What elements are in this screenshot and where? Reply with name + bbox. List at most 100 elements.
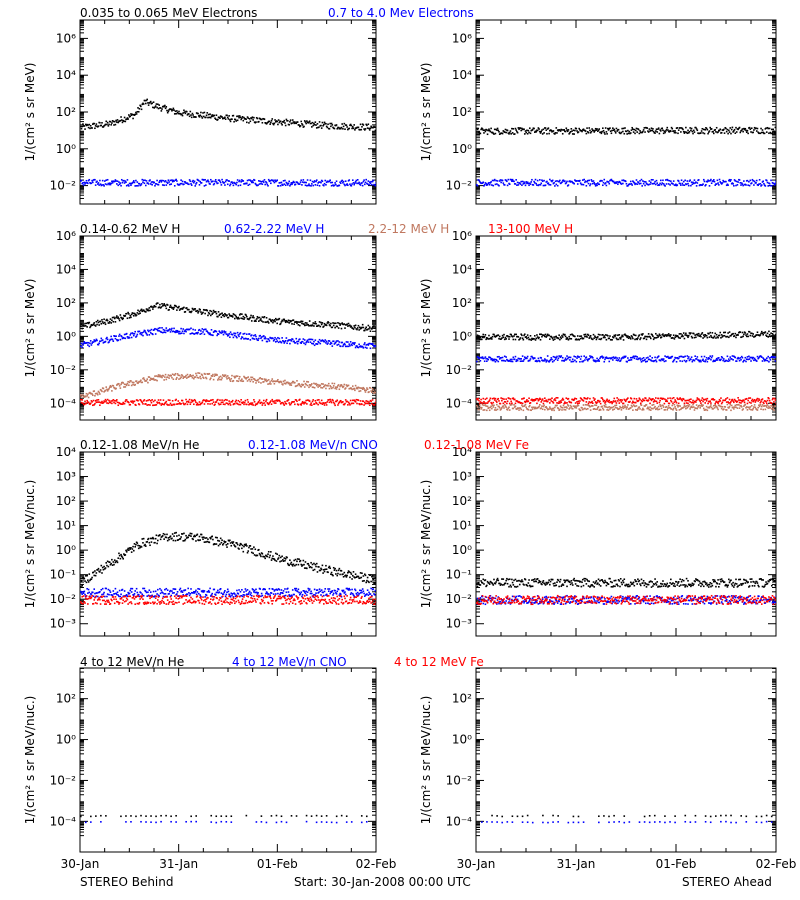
data-point xyxy=(498,358,501,360)
data-point xyxy=(710,336,713,339)
data-point xyxy=(497,129,500,132)
data-point xyxy=(734,180,737,182)
data-point xyxy=(128,384,130,387)
data-point xyxy=(598,360,601,362)
data-point xyxy=(235,120,238,122)
data-point xyxy=(351,125,354,128)
data-point xyxy=(515,360,517,363)
data-point xyxy=(531,178,533,181)
data-point xyxy=(341,322,343,324)
data-point xyxy=(500,181,502,184)
data-point xyxy=(106,183,108,186)
data-point xyxy=(587,131,590,134)
data-point xyxy=(554,133,556,135)
data-point xyxy=(657,355,660,358)
data-point xyxy=(144,179,146,182)
data-point xyxy=(611,339,613,341)
data-point xyxy=(156,401,158,403)
data-point xyxy=(305,341,307,344)
data-point xyxy=(228,115,230,117)
data-point xyxy=(579,337,582,340)
data-point xyxy=(695,185,698,187)
data-point xyxy=(542,128,545,131)
data-point xyxy=(710,356,713,359)
data-point xyxy=(573,355,575,358)
data-point xyxy=(579,335,581,338)
data-point xyxy=(132,334,135,337)
data-point xyxy=(654,359,657,361)
data-point xyxy=(128,313,130,315)
data-point xyxy=(373,325,375,327)
data-point xyxy=(705,359,707,361)
data-point xyxy=(169,179,172,182)
data-point xyxy=(215,330,218,333)
data-point xyxy=(347,384,350,387)
data-point xyxy=(156,328,158,331)
data-point xyxy=(566,129,568,131)
data-point xyxy=(656,131,659,133)
data-point xyxy=(203,185,206,187)
data-point xyxy=(93,403,96,406)
data-point xyxy=(311,180,314,183)
data-point xyxy=(165,184,168,186)
data-point xyxy=(688,180,691,182)
data-point xyxy=(531,356,534,359)
data-point xyxy=(139,333,141,335)
data-point xyxy=(767,127,770,130)
data-point xyxy=(715,126,718,129)
data-point xyxy=(117,339,120,341)
data-point xyxy=(652,338,655,341)
data-point xyxy=(730,334,732,337)
data-point xyxy=(569,132,571,134)
data-point xyxy=(269,381,271,383)
data-point xyxy=(133,312,136,315)
data-point xyxy=(218,330,221,332)
data-point xyxy=(508,335,511,338)
data-point xyxy=(113,180,116,183)
data-point xyxy=(536,336,539,338)
data-point xyxy=(692,182,695,185)
data-point xyxy=(369,330,372,332)
data-point xyxy=(357,126,360,129)
data-point xyxy=(93,339,96,341)
data-point xyxy=(555,127,558,129)
data-point xyxy=(193,333,196,335)
data-point xyxy=(226,114,228,117)
data-point xyxy=(723,132,726,134)
data-point xyxy=(523,181,525,183)
data-point xyxy=(637,128,640,131)
data-point xyxy=(260,382,262,384)
data-point xyxy=(254,379,257,382)
data-point xyxy=(617,128,620,131)
data-point xyxy=(738,179,741,181)
data-point xyxy=(200,313,203,315)
data-point xyxy=(596,357,598,360)
data-point xyxy=(344,388,346,390)
data-point xyxy=(202,377,205,379)
data-point xyxy=(273,319,276,321)
data-point xyxy=(120,119,123,121)
data-point xyxy=(273,402,276,404)
data-point xyxy=(126,382,129,385)
data-point xyxy=(241,117,243,120)
data-point xyxy=(305,383,307,386)
data-point xyxy=(296,340,298,343)
data-point xyxy=(118,333,121,336)
data-point xyxy=(310,338,312,341)
data-point xyxy=(720,183,723,185)
data-point xyxy=(332,401,335,404)
data-point xyxy=(650,127,653,130)
data-point xyxy=(141,103,144,106)
data-point xyxy=(602,336,605,339)
data-point xyxy=(761,332,764,335)
data-point xyxy=(323,402,325,405)
data-point xyxy=(595,129,598,131)
data-point xyxy=(373,404,376,406)
data-point xyxy=(152,306,155,308)
data-point xyxy=(118,385,121,387)
data-point xyxy=(751,178,754,181)
data-point xyxy=(750,131,752,133)
data-point xyxy=(703,336,706,338)
data-point xyxy=(152,308,154,310)
